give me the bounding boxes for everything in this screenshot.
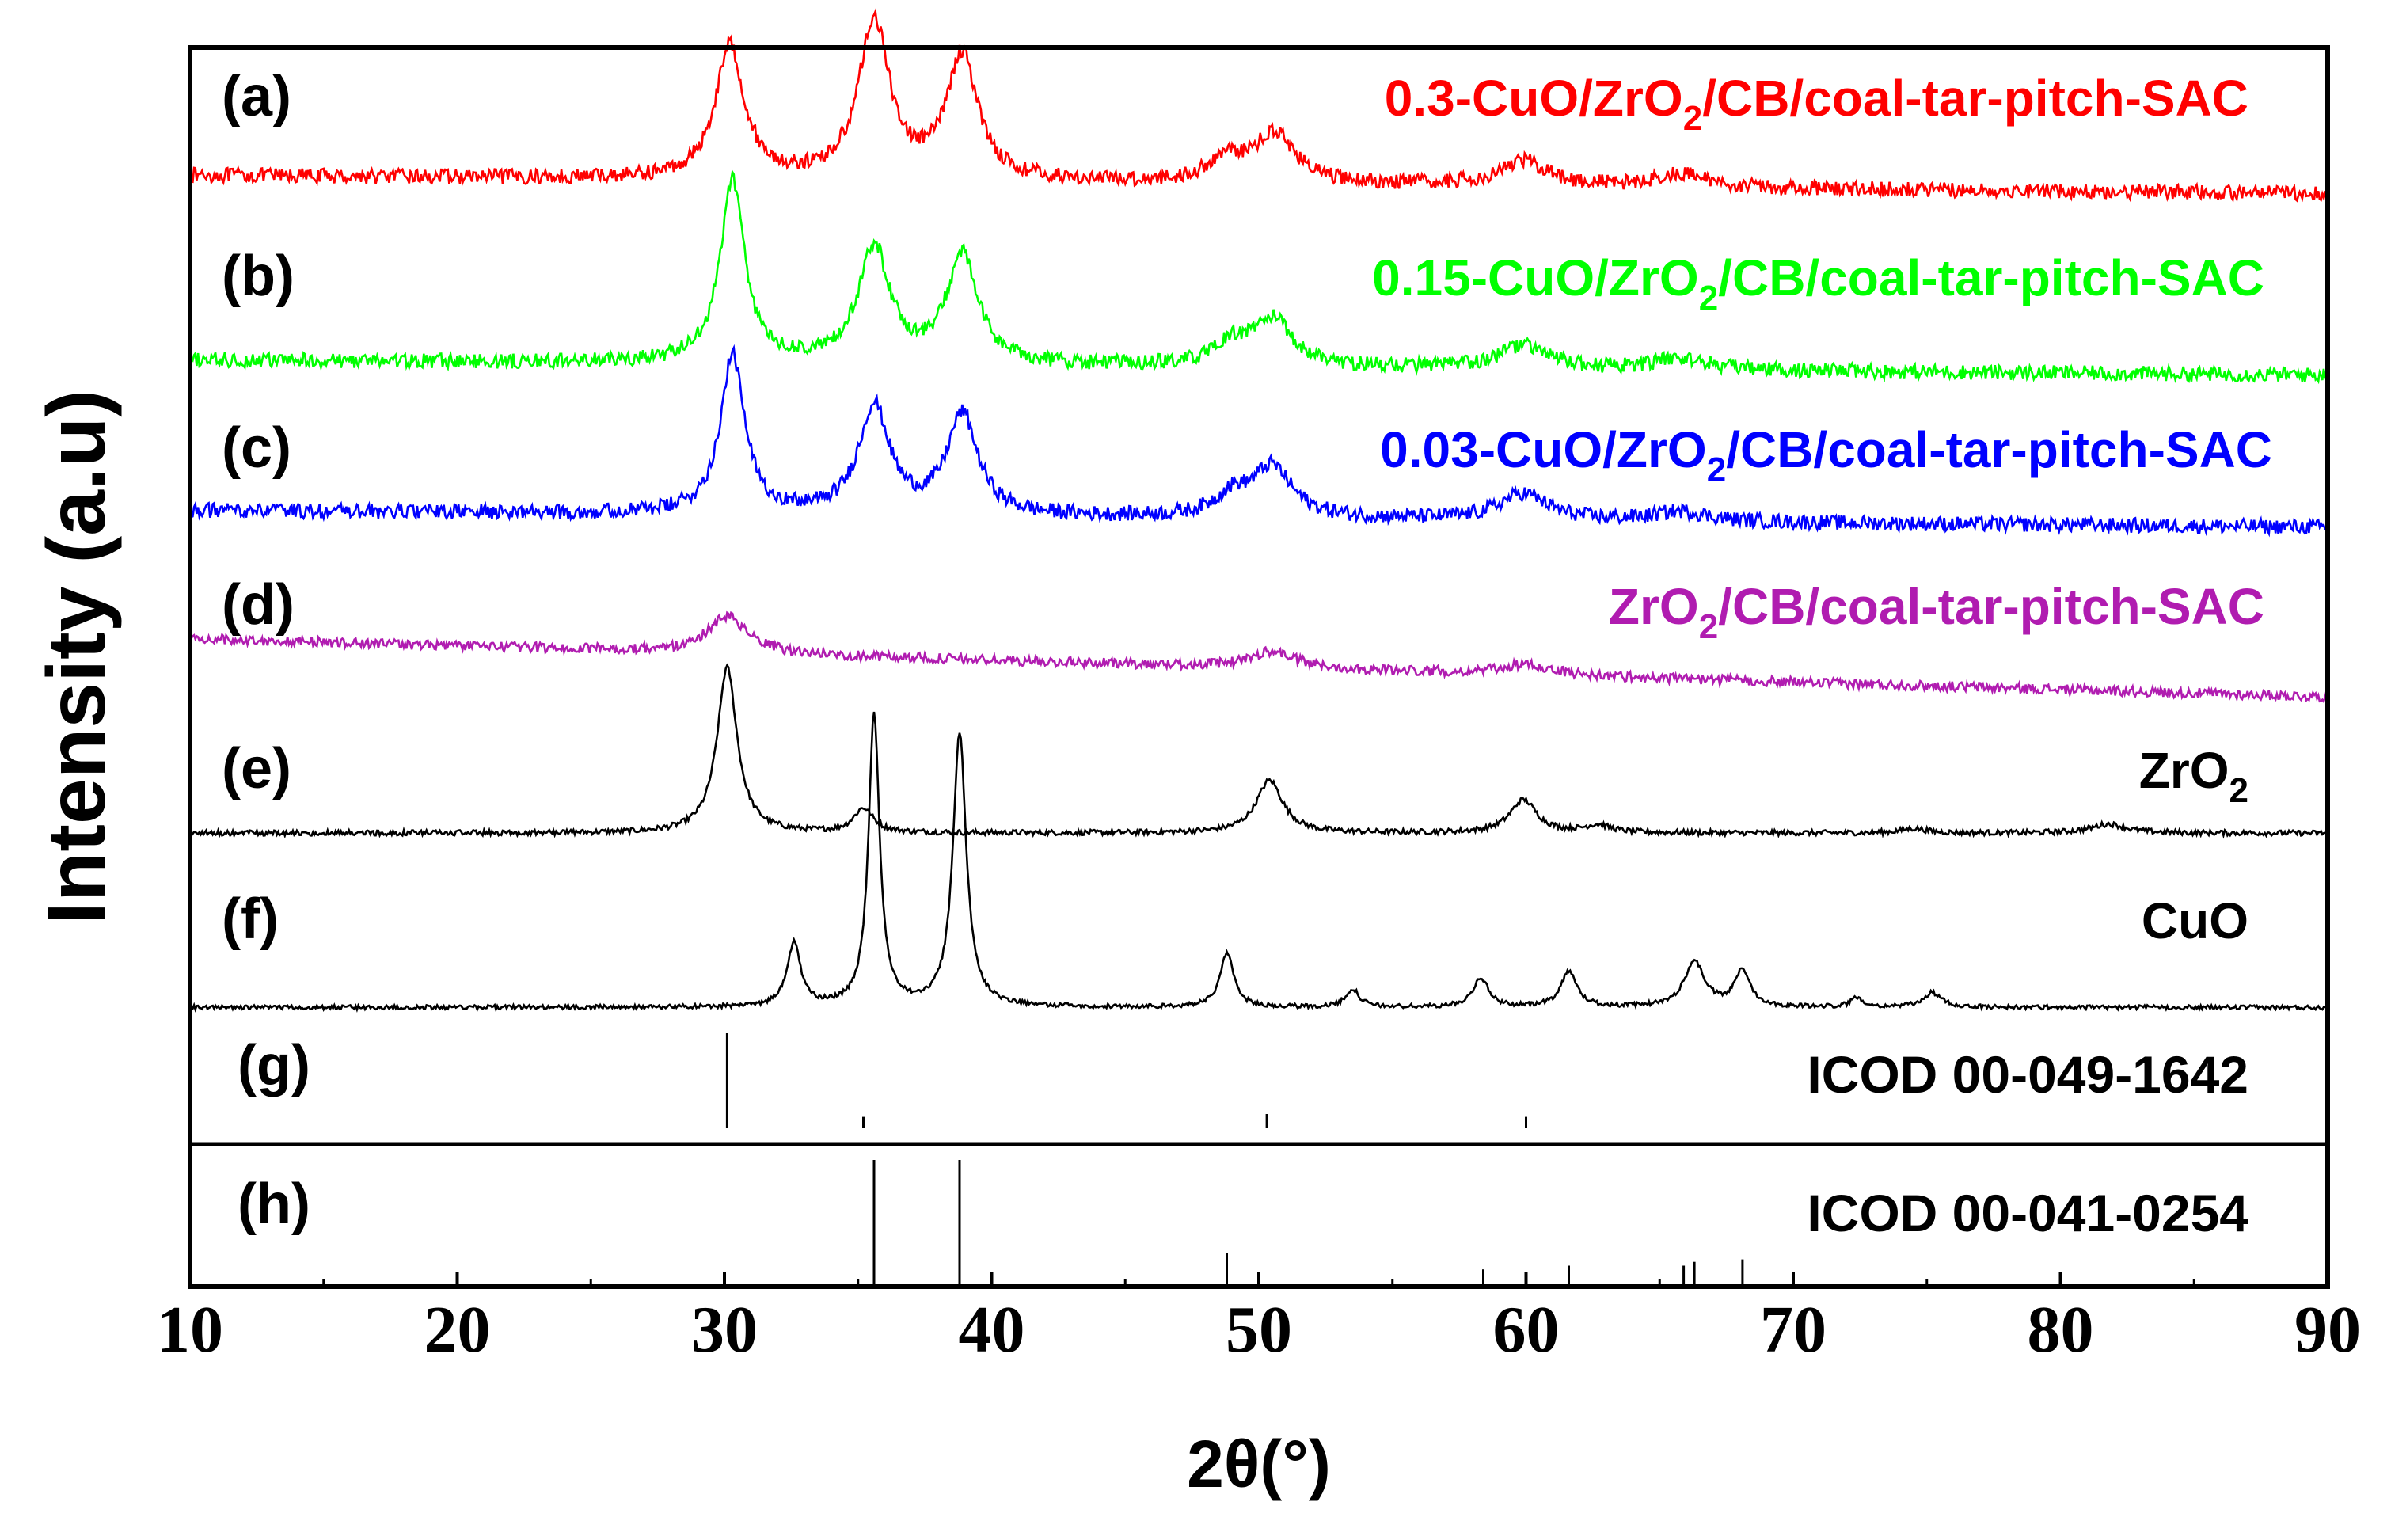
series-label-c: 0.03-CuO/ZrO2/CB/coal-tar-pitch-SAC <box>1380 421 2272 489</box>
series-label-e-subscript: 2 <box>2229 771 2248 810</box>
series-line-e <box>188 663 2328 839</box>
series-label-c-part1: 0.03-CuO/ZrO <box>1380 421 1707 478</box>
series-label-f: CuO <box>2142 892 2248 949</box>
panel-label-g: (g) <box>238 1034 310 1097</box>
x-tick-label-90: 90 <box>2294 1293 2361 1367</box>
panel-label-a: (a) <box>222 65 291 128</box>
series-label-c-subscript: 2 <box>1707 451 1726 489</box>
series-label-a-part1: 0.3-CuO/ZrO <box>1385 70 1683 127</box>
series-label-c-part3: /CB/coal-tar-pitch-SAC <box>1726 421 2272 478</box>
panel-label-f: (f) <box>222 888 279 951</box>
panel-label-c: (c) <box>222 416 291 480</box>
series-label-b-subscript: 2 <box>1699 279 1718 318</box>
x-tick-label-30: 30 <box>691 1293 758 1367</box>
series-label-d: ZrO2/CB/coal-tar-pitch-SAC <box>1609 578 2264 646</box>
x-tick-label-70: 70 <box>1760 1293 1827 1367</box>
series-layer <box>188 7 2329 1013</box>
x-tick-label-10: 10 <box>157 1293 223 1367</box>
series-label-a-part3: /CB/coal-tar-pitch-SAC <box>1702 70 2248 127</box>
x-tick-label-20: 20 <box>424 1293 491 1367</box>
series-label-b-part1: 0.15-CuO/ZrO <box>1372 249 1699 306</box>
label-layer: (a) 0.3-CuO/ZrO2/CB/coal-tar-pitch-SAC(b)… <box>222 65 2272 1242</box>
x-axis-title: 2θ(°) <box>1187 1427 1331 1501</box>
series-label-d-subscript: 2 <box>1699 607 1718 646</box>
series-line-a <box>189 7 2329 203</box>
reference-layer <box>725 1033 1744 1284</box>
series-label-d-part3: /CB/coal-tar-pitch-SAC <box>1718 578 2264 635</box>
series-line-d <box>189 610 2329 704</box>
series-label-f-part1: CuO <box>2142 892 2248 949</box>
series-label-b: 0.15-CuO/ZrO2/CB/coal-tar-pitch-SAC <box>1372 249 2264 318</box>
panel-label-b: (b) <box>222 245 295 308</box>
panel-label-h: (h) <box>238 1173 310 1236</box>
x-tick-label-40: 40 <box>959 1293 1025 1367</box>
y-axis-title: Intensity (a.u) <box>31 390 123 925</box>
panel-label-e: (e) <box>222 737 291 800</box>
series-label-a: 0.3-CuO/ZrO2/CB/coal-tar-pitch-SAC <box>1385 70 2248 138</box>
x-tick-label-60: 60 <box>1493 1293 1560 1367</box>
x-tick-label-80: 80 <box>2028 1293 2094 1367</box>
panel-label-d: (d) <box>222 573 295 637</box>
reference-label-h: ICOD 00-041-0254 <box>1807 1184 2248 1242</box>
series-label-d-part1: ZrO <box>1609 578 1699 635</box>
series-line-b <box>188 169 2329 385</box>
series-label-e: ZrO2 <box>2139 742 2248 810</box>
x-tick-label-50: 50 <box>1226 1293 1292 1367</box>
series-line-c <box>188 344 2329 538</box>
series-label-a-subscript: 2 <box>1683 99 1702 138</box>
series-line-f <box>189 711 2329 1013</box>
series-label-b-part3: /CB/coal-tar-pitch-SAC <box>1718 249 2264 306</box>
axis-layer: 10 20 30 40 50 60 70 80 90 <box>157 45 2361 1367</box>
reference-label-g: ICOD 00-049-1642 <box>1807 1045 2248 1104</box>
series-label-e-part1: ZrO <box>2139 742 2229 799</box>
